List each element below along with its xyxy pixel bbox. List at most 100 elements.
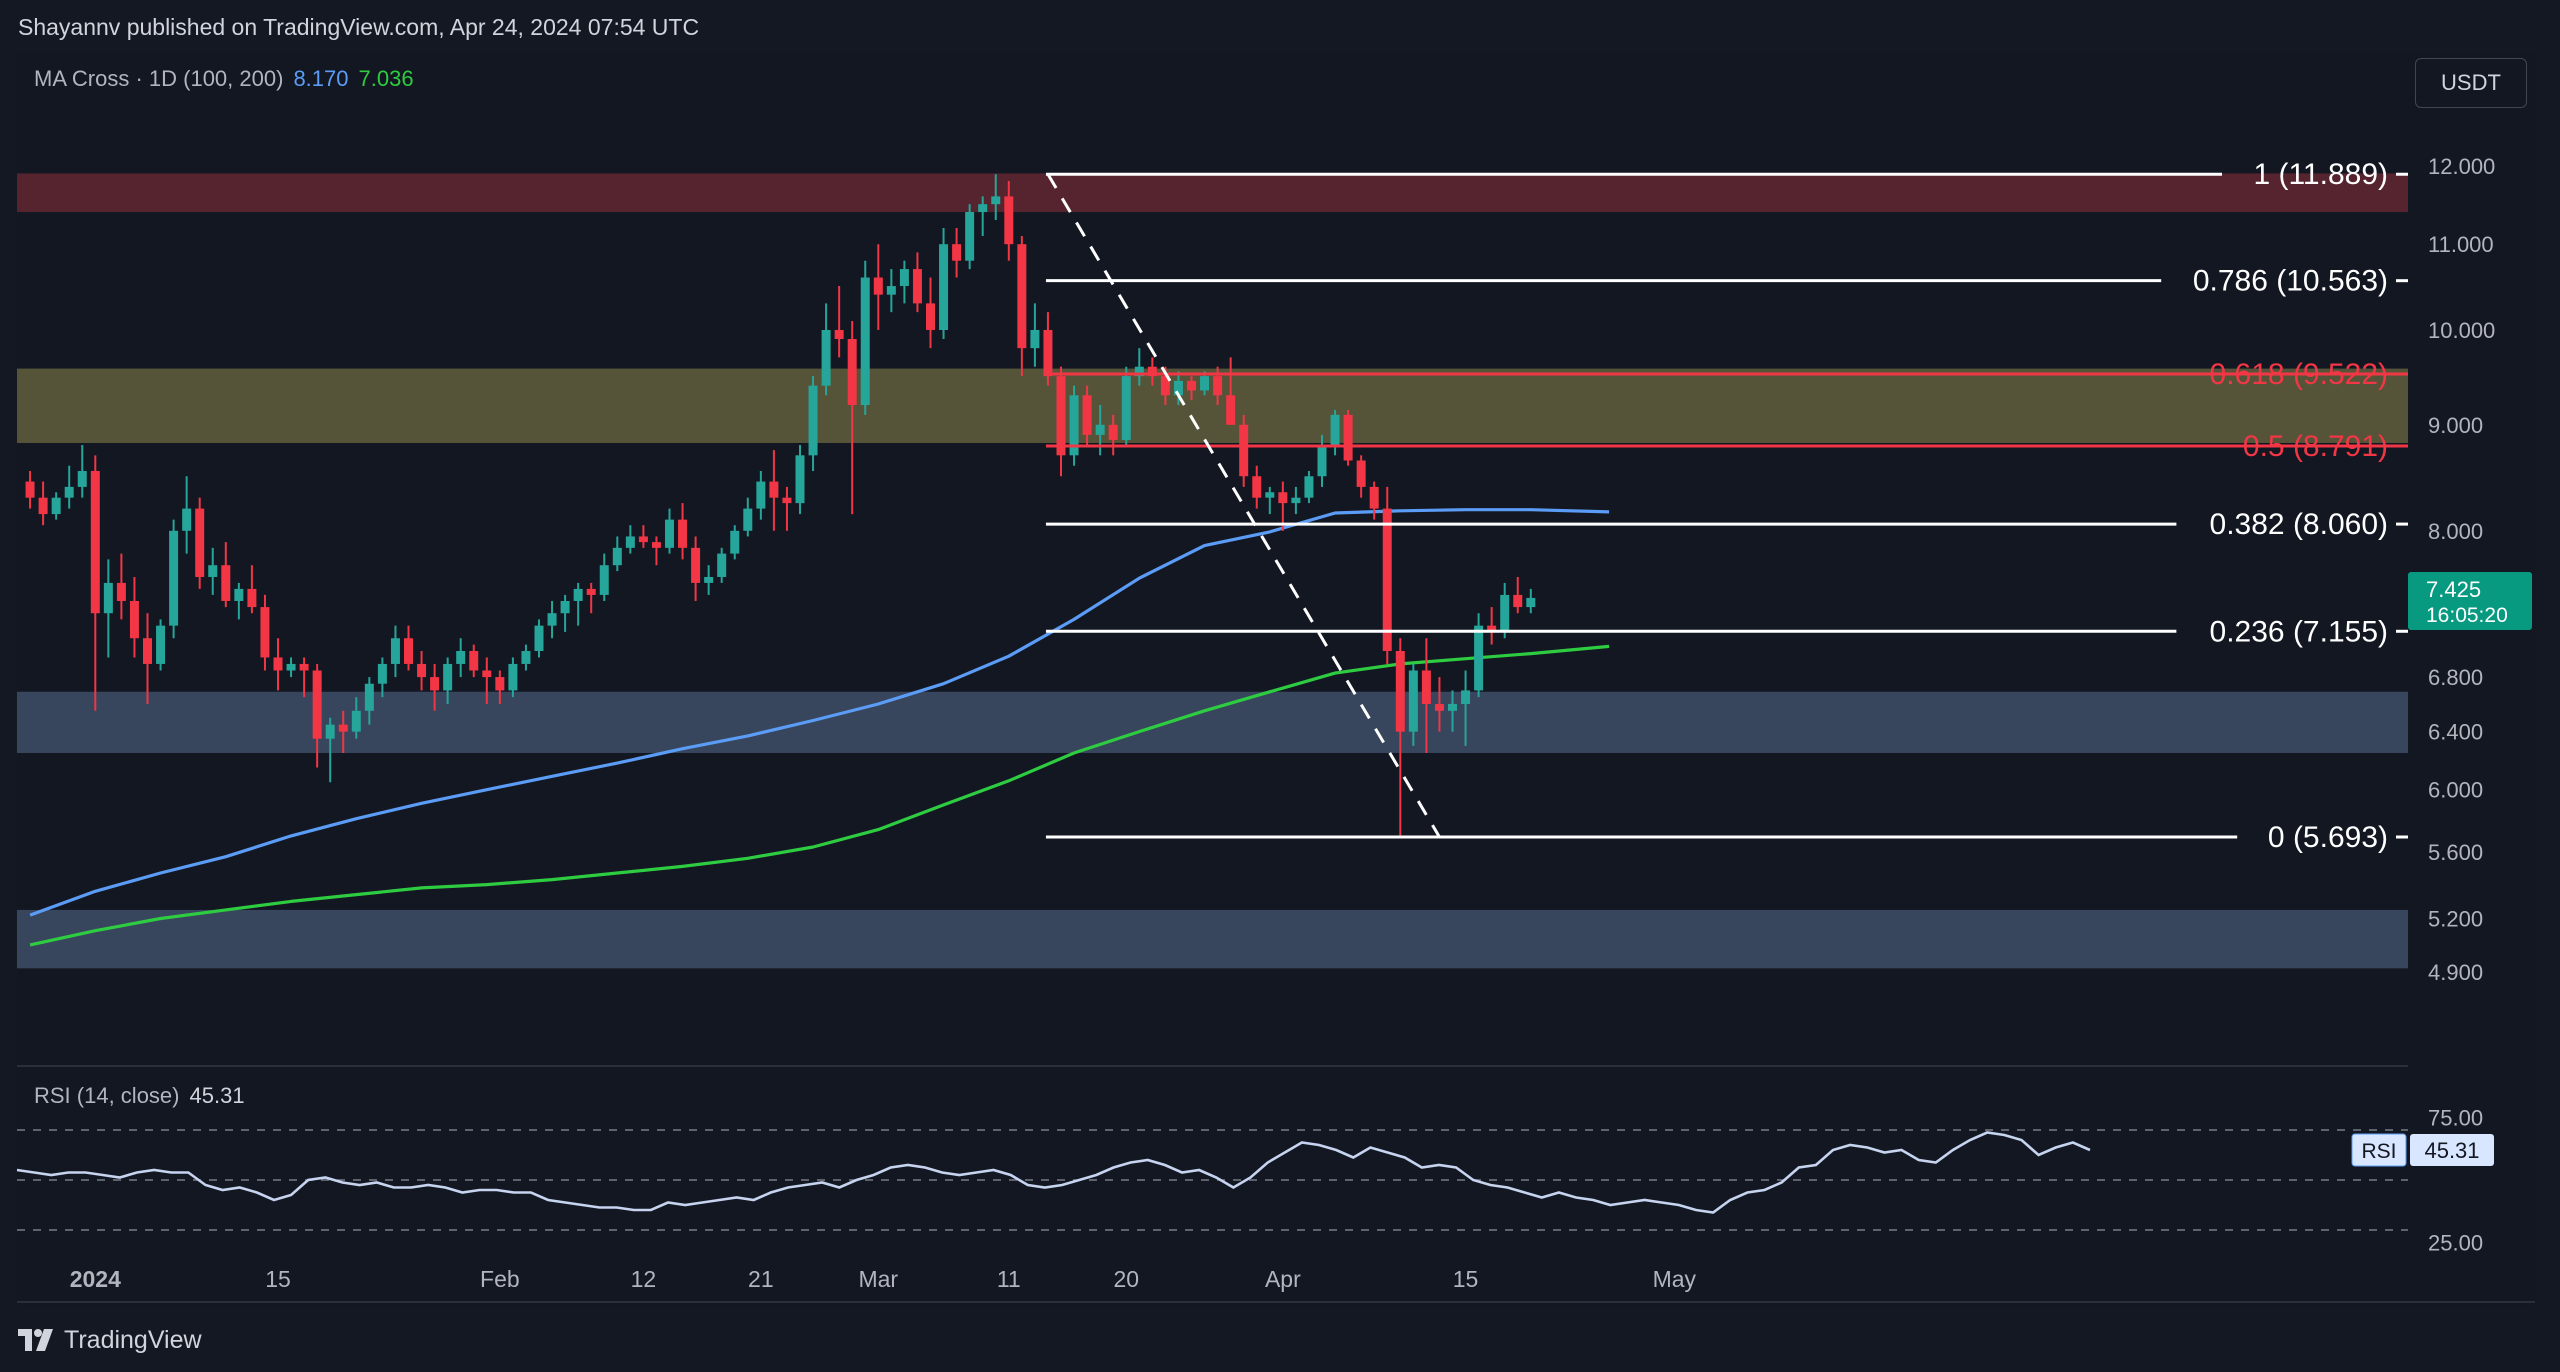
candle-body xyxy=(704,576,714,583)
candle-body xyxy=(495,677,505,691)
fib-label: 1 (11.889) xyxy=(2253,158,2388,191)
candle-body xyxy=(169,530,179,626)
candle xyxy=(730,525,740,560)
candle-body xyxy=(1200,376,1210,391)
fib-label: 0.236 (7.155) xyxy=(2210,615,2388,648)
candle-body xyxy=(586,588,596,595)
axes-layer: 75.00 25.00 RSI 45.31 12.000 11.000 10.000 9.00… xyxy=(70,154,2532,1292)
candle xyxy=(495,670,505,704)
candle-body xyxy=(1082,395,1092,435)
candle xyxy=(247,565,257,614)
candle xyxy=(77,445,87,498)
candle xyxy=(612,536,622,572)
candle xyxy=(1082,385,1092,446)
candle-body xyxy=(1474,625,1484,691)
candle-body xyxy=(417,663,427,678)
fib-label: 0.618 (9.522) xyxy=(2210,358,2388,391)
candle-body xyxy=(325,724,335,739)
moving-averages-layer xyxy=(29,508,1610,947)
fib-level: 0.5 (8.791) xyxy=(1045,430,2408,463)
candle xyxy=(1434,677,1444,732)
candle xyxy=(469,644,479,678)
zone-mid xyxy=(17,368,2408,443)
footer[interactable]: TradingView xyxy=(18,1322,202,1358)
candle xyxy=(1226,357,1236,425)
candle-body xyxy=(795,455,805,504)
candle-body xyxy=(338,724,348,732)
ma-100-line xyxy=(29,508,1610,917)
candle xyxy=(926,277,935,349)
currency-button[interactable]: USDT xyxy=(2415,58,2527,108)
time-axis-label: 2024 xyxy=(70,1266,121,1292)
candle-body xyxy=(1382,508,1392,651)
candle xyxy=(1356,455,1366,498)
candle xyxy=(25,470,35,509)
candle xyxy=(1526,588,1536,614)
candle xyxy=(1448,690,1457,732)
candle-body xyxy=(1134,366,1144,377)
candle xyxy=(1513,576,1523,614)
candle-body xyxy=(1121,376,1131,440)
fib-level: 0 (5.693) xyxy=(1045,821,2408,854)
candle xyxy=(691,536,701,601)
candle-body xyxy=(1434,703,1444,711)
candle-body xyxy=(1043,329,1053,377)
candle-body xyxy=(1226,395,1236,425)
time-axis-label: 11 xyxy=(997,1266,1021,1292)
candle-body xyxy=(64,486,74,498)
candle xyxy=(443,657,453,704)
time-axis-label: 21 xyxy=(748,1266,774,1292)
candle-body xyxy=(1173,380,1183,396)
candle-body xyxy=(534,625,544,651)
candle-body xyxy=(638,536,648,543)
candle-body xyxy=(364,683,374,711)
candle-body xyxy=(730,530,740,554)
ma-legend[interactable]: MA Cross · 1D (100, 200) 8.170 7.036 xyxy=(34,66,414,92)
candle xyxy=(417,650,427,691)
candle xyxy=(899,260,909,304)
candle-body xyxy=(430,677,440,691)
candle xyxy=(116,553,126,620)
time-axis-label: 15 xyxy=(1453,1266,1479,1292)
candle xyxy=(952,227,962,278)
candle-body xyxy=(1004,196,1014,245)
ma-slow-value: 7.036 xyxy=(358,66,414,91)
candle xyxy=(847,321,857,515)
rsi-value-tag: 45.31 xyxy=(2424,1138,2479,1163)
fibonacci-layer: 1 (11.889) 0.786 (10.563) 0.618 (9.522) 0.5… xyxy=(1045,158,2408,854)
candle-body xyxy=(482,670,492,678)
candle xyxy=(90,455,100,711)
zone-supply xyxy=(17,173,2408,213)
candle-body xyxy=(456,650,466,664)
candle xyxy=(286,657,296,678)
candle-body xyxy=(156,625,166,664)
candle xyxy=(195,497,205,589)
candle-body xyxy=(1147,366,1157,377)
candle xyxy=(991,174,1001,220)
candle-body xyxy=(1408,670,1418,732)
candle xyxy=(782,486,792,531)
candles-layer xyxy=(25,174,1536,838)
candle-body xyxy=(899,269,909,287)
candle-body xyxy=(886,286,896,295)
candle xyxy=(390,625,400,678)
price-axis-label: 9.000 xyxy=(2428,413,2483,438)
candle-body xyxy=(234,588,244,601)
rsi-legend[interactable]: RSI (14, close) 45.31 xyxy=(34,1083,245,1109)
candle xyxy=(221,542,231,608)
candle xyxy=(1369,481,1379,520)
time-axis-label: Apr xyxy=(1265,1266,1301,1292)
price-tag-value: 7.425 xyxy=(2426,577,2481,602)
candle-body xyxy=(90,470,100,614)
candle-body xyxy=(547,613,557,626)
candle xyxy=(939,227,949,340)
candle-body xyxy=(143,638,152,664)
candle xyxy=(1121,366,1131,446)
candle xyxy=(129,576,139,658)
candle-body xyxy=(351,710,361,732)
candle xyxy=(404,625,413,671)
candle xyxy=(912,252,922,313)
candle-body xyxy=(286,663,296,671)
